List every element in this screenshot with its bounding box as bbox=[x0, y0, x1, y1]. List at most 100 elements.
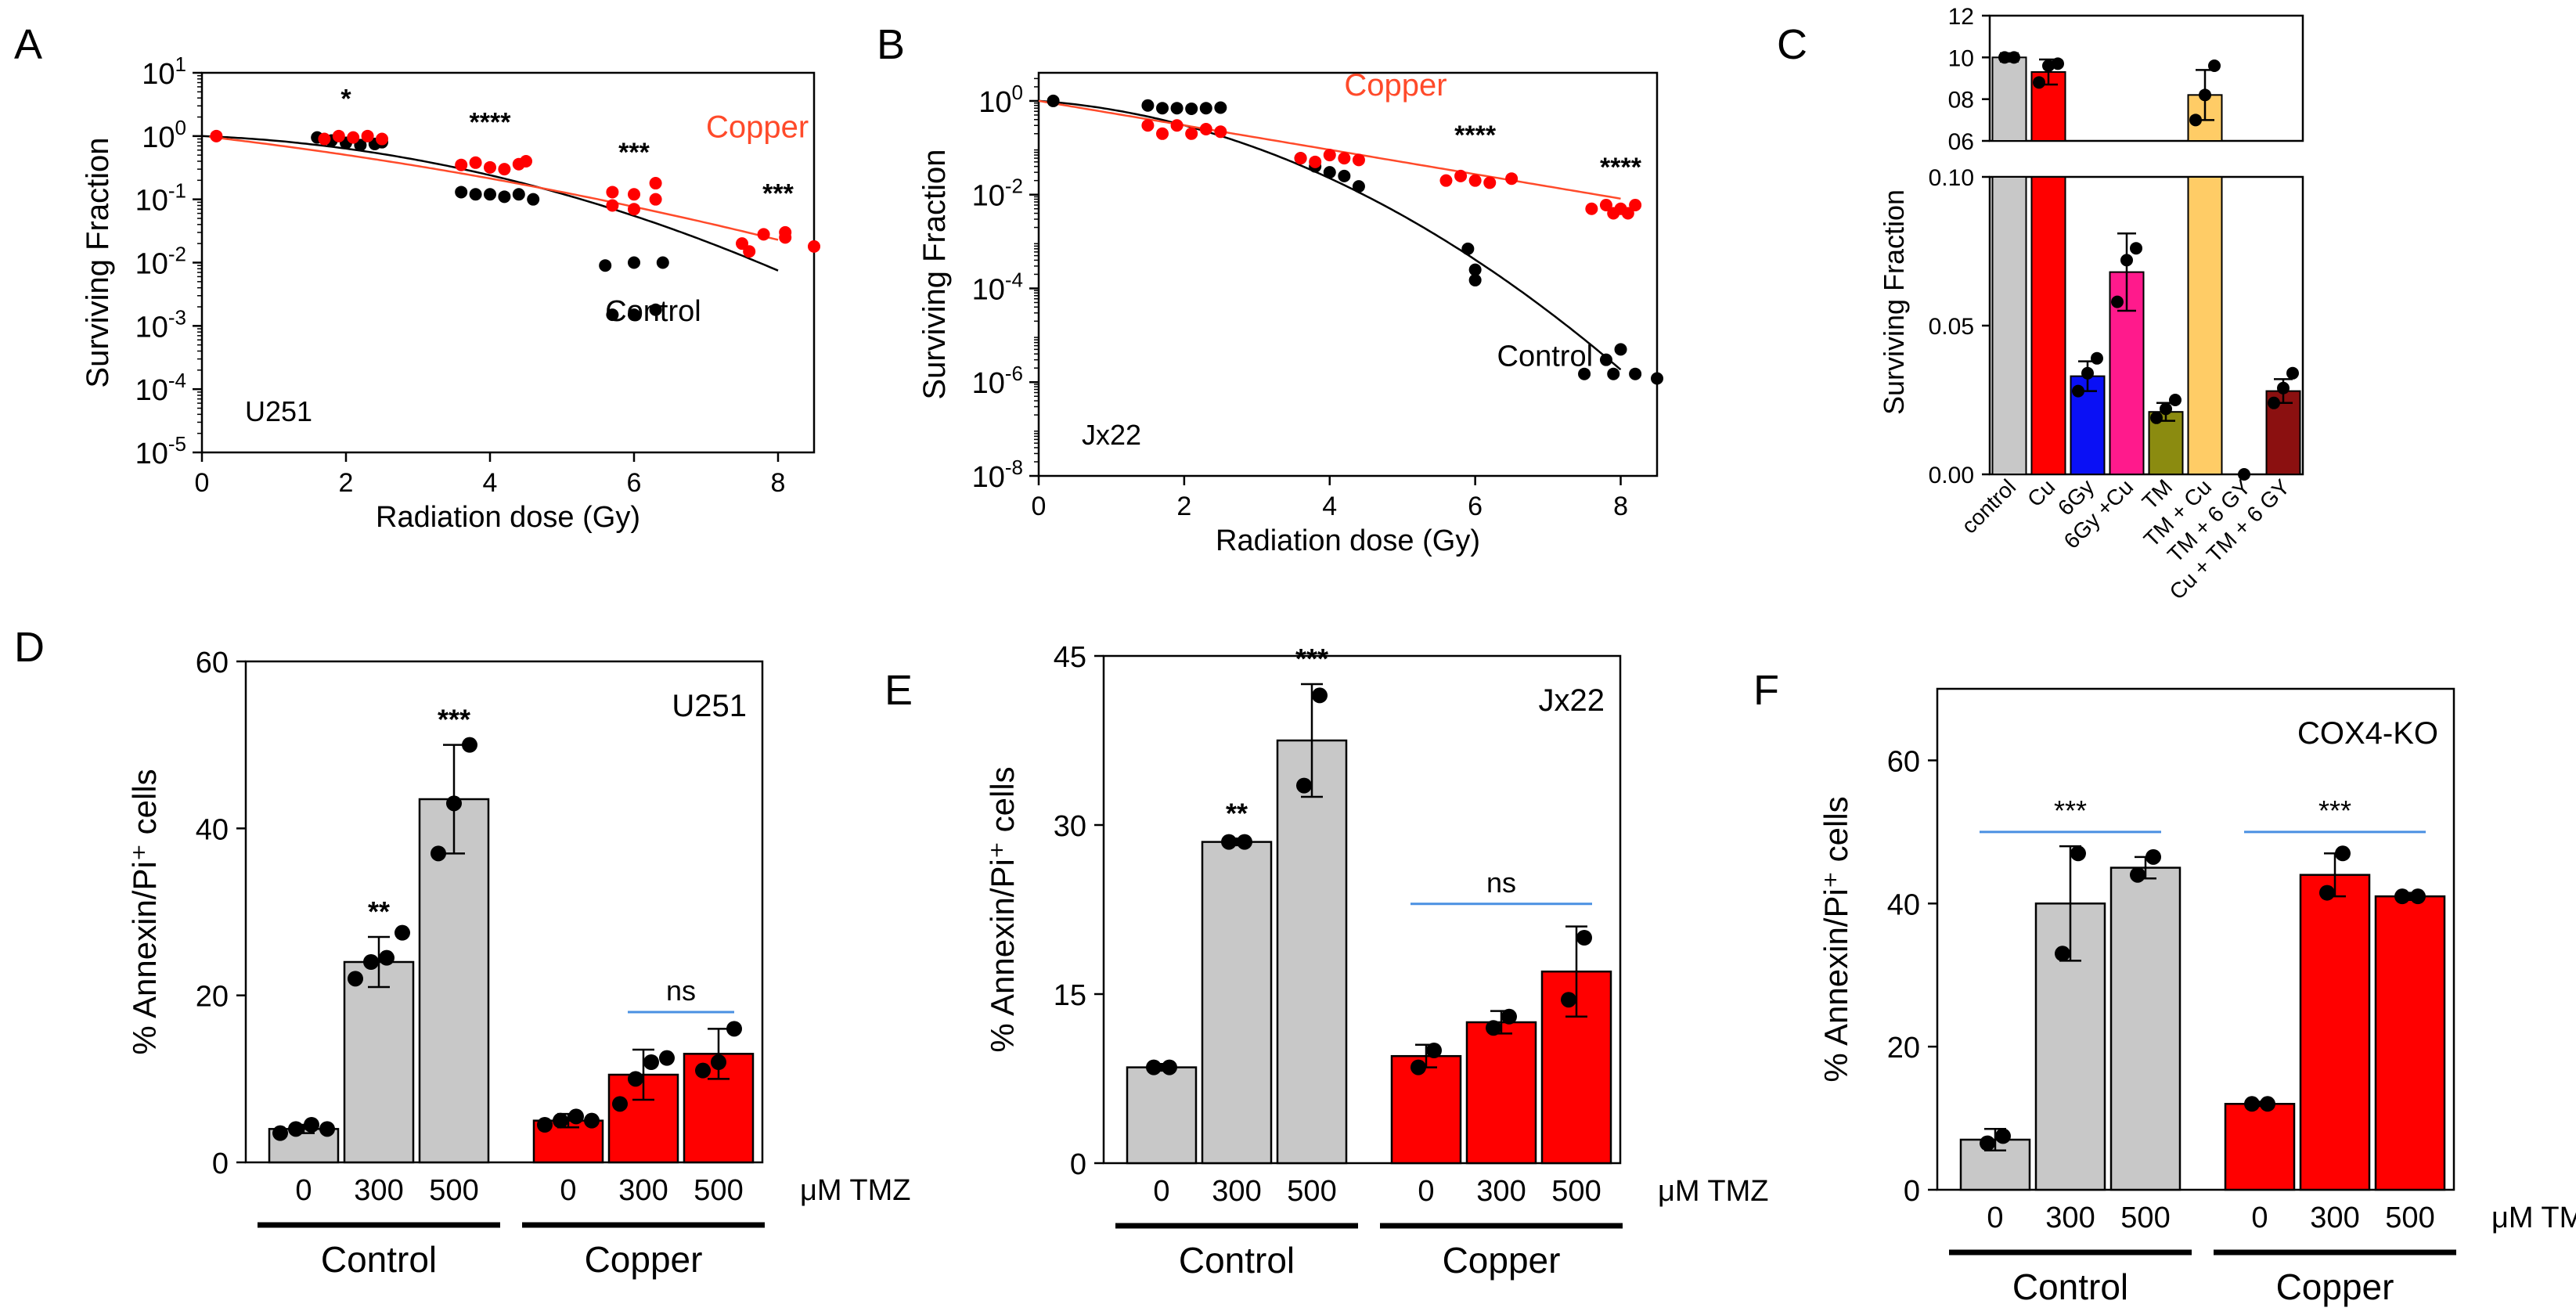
data-point bbox=[1629, 367, 1642, 380]
data-point bbox=[656, 256, 669, 269]
replicate-point bbox=[2238, 468, 2250, 481]
replicate-point bbox=[431, 845, 446, 862]
bar-upper bbox=[1991, 56, 2027, 142]
x-tick-label: 500 bbox=[2120, 1202, 2170, 1234]
panel-A: A 101 100 10-1 10-2 10-3 10-4 10-5 0 2 4 6 8 Radiatio… bbox=[14, 21, 820, 534]
series-control bbox=[311, 131, 669, 322]
y-tick-label: 0.05 bbox=[1929, 314, 1974, 340]
replicate-point bbox=[553, 1112, 568, 1129]
data-point bbox=[606, 199, 619, 212]
bar-5: TM + Cu bbox=[2139, 59, 2223, 552]
x-tick-label: 300 bbox=[1476, 1175, 1526, 1208]
replicate-point bbox=[628, 1071, 643, 1087]
replicate-point bbox=[395, 924, 410, 941]
x-tick-label: 8 bbox=[771, 468, 786, 498]
data-point bbox=[757, 228, 770, 241]
x-tick-label: 500 bbox=[694, 1174, 743, 1207]
data-point bbox=[628, 256, 640, 269]
fit-curve-control bbox=[201, 135, 779, 272]
panel-B: B 100 10-2 10-4 10-6 10-8 0 2 4 6 8 Radiation dose … bbox=[877, 21, 1663, 557]
data-point bbox=[1461, 242, 1475, 255]
data-point bbox=[628, 203, 640, 216]
unit-label: μM TMZ bbox=[1658, 1175, 1769, 1208]
y-tick-label: 20 bbox=[1887, 1032, 1920, 1065]
replicate-point bbox=[1410, 1059, 1426, 1075]
y-tick-label: 0 bbox=[212, 1147, 229, 1180]
significance-marker: *** bbox=[1295, 643, 1328, 675]
replicate-point bbox=[304, 1117, 319, 1133]
replicate-point bbox=[2081, 366, 2094, 380]
data-point bbox=[743, 245, 756, 258]
data-point bbox=[361, 129, 374, 142]
x-tick-label: 0 bbox=[1153, 1175, 1169, 1208]
bar bbox=[343, 960, 415, 1164]
bar-lower bbox=[2030, 176, 2066, 475]
replicate-point bbox=[726, 1021, 742, 1037]
data-point bbox=[736, 237, 748, 250]
replicate-point bbox=[2055, 946, 2070, 962]
bar-3: 0 bbox=[532, 1108, 604, 1207]
bar-1: 300 bbox=[343, 924, 415, 1207]
y-tick-label: 40 bbox=[1887, 888, 1920, 921]
x-tick-label: 0 bbox=[1418, 1175, 1434, 1208]
y-axis-label: Surviving Fraction bbox=[917, 149, 952, 399]
replicate-point bbox=[2160, 402, 2172, 416]
x-tick-label: 0 bbox=[2251, 1202, 2268, 1234]
replicate-point bbox=[537, 1117, 553, 1133]
replicate-point bbox=[1561, 992, 1576, 1008]
cell-line-label: U251 bbox=[245, 395, 312, 427]
bar bbox=[2224, 1103, 2296, 1191]
panel-label: F bbox=[1753, 667, 1779, 714]
data-point bbox=[1047, 94, 1060, 107]
data-point bbox=[484, 188, 496, 201]
data-point bbox=[1468, 174, 1482, 187]
replicate-point bbox=[2111, 295, 2124, 308]
replicate-point bbox=[2189, 113, 2202, 127]
data-point bbox=[1468, 263, 1482, 276]
bar-4: 300 bbox=[607, 1048, 679, 1207]
y-axis-label: % Annexin/Pi⁺ cells bbox=[984, 766, 1021, 1052]
panel-E: E 45 30 15 0 % Annexin/Pi⁺ cells Jx22 0 300 500 0 3… bbox=[884, 641, 1769, 1281]
data-point bbox=[1578, 367, 1591, 380]
replicate-point bbox=[2208, 59, 2221, 72]
data-point bbox=[1199, 122, 1212, 135]
bracket-label: *** bbox=[2054, 794, 2087, 827]
replicate-point bbox=[2130, 866, 2145, 883]
replicate-point bbox=[2033, 76, 2045, 89]
bracket-label: ns bbox=[1486, 866, 1516, 899]
cell-line-label: Jx22 bbox=[1539, 683, 1605, 718]
replicate-point bbox=[1296, 777, 1312, 794]
significance-marker: **** bbox=[1600, 153, 1642, 182]
replicate-point bbox=[2268, 396, 2280, 409]
bar-3: 0 bbox=[2224, 1096, 2296, 1234]
data-point bbox=[1651, 372, 1663, 385]
x-tick-label: 6 bbox=[1468, 492, 1483, 521]
significance-marker: *** bbox=[762, 178, 794, 208]
y-tick-label: 101 bbox=[142, 52, 186, 91]
replicate-point bbox=[2199, 88, 2211, 102]
x-tick-label: 2 bbox=[339, 468, 354, 498]
replicate-point bbox=[2319, 884, 2335, 901]
replicate-point bbox=[2260, 1096, 2275, 1112]
bar bbox=[418, 798, 490, 1164]
bar bbox=[2299, 874, 2371, 1191]
data-point bbox=[606, 308, 619, 322]
replicate-point bbox=[272, 1125, 288, 1141]
significance-marker: ** bbox=[1226, 797, 1248, 829]
y-tick-label: 10-2 bbox=[972, 175, 1023, 213]
data-point bbox=[1599, 198, 1612, 211]
bar-2: 500 bbox=[1276, 683, 1348, 1208]
x-tick-label: 4 bbox=[483, 468, 498, 498]
replicate-point bbox=[2120, 254, 2133, 267]
replicate-point bbox=[2150, 411, 2163, 424]
x-axis-label: Radiation dose (Gy) bbox=[376, 501, 640, 534]
y-tick-label: 10-5 bbox=[135, 432, 186, 470]
data-point bbox=[1323, 149, 1336, 162]
data-point bbox=[628, 188, 640, 201]
x-tick-label: 300 bbox=[354, 1174, 403, 1207]
plot-frame bbox=[1936, 687, 2455, 1191]
y-tick-label: 10-6 bbox=[972, 362, 1023, 400]
x-tick-label: 0 bbox=[1032, 492, 1047, 521]
x-tick-label: 8 bbox=[1613, 492, 1628, 521]
panel-D: D 60 40 20 0 % Annexin/Pi⁺ cells U251 0 300 500 0 3… bbox=[14, 624, 911, 1280]
